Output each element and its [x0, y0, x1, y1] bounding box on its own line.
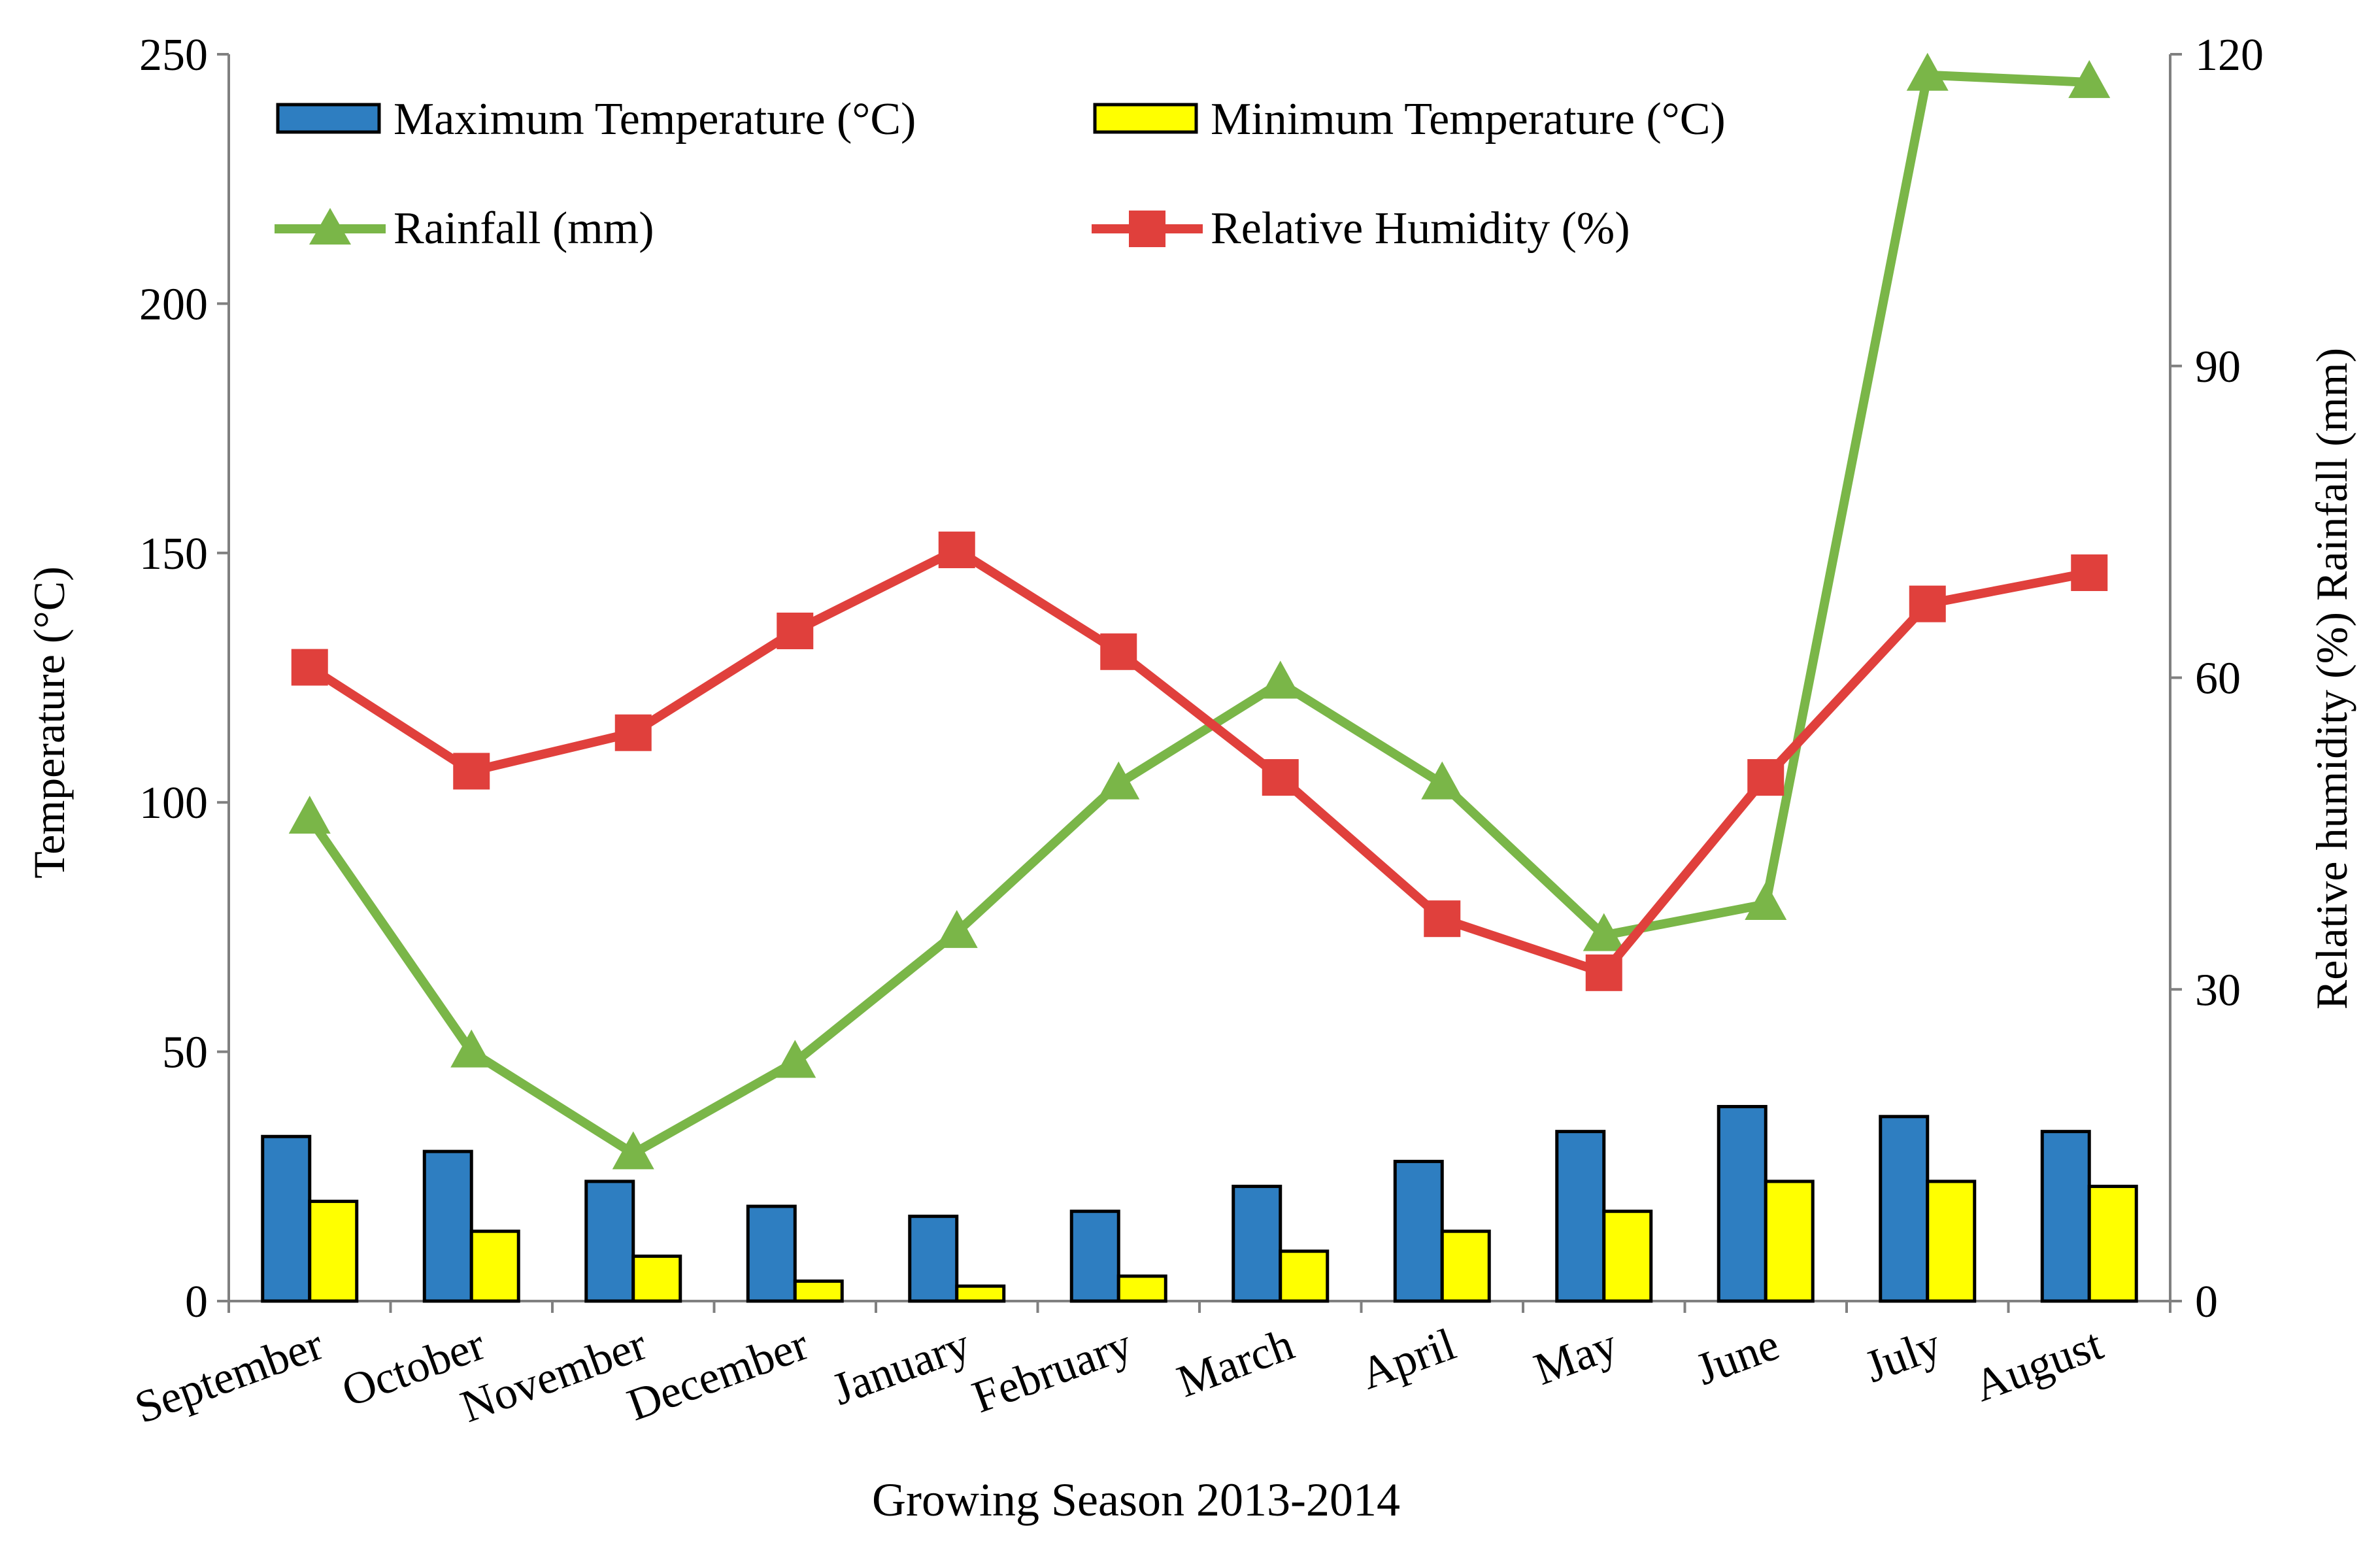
- marker-rainfall: [774, 1040, 816, 1078]
- marker-humidity: [291, 649, 328, 686]
- marker-humidity: [614, 714, 652, 751]
- bar-max-temp: [1069, 1210, 1120, 1303]
- x-tick-label: June: [1690, 1319, 1786, 1395]
- marker-rainfall: [1259, 660, 1301, 699]
- y-right-tick-label: 60: [2195, 654, 2241, 704]
- bar-layer: [261, 1105, 2138, 1303]
- marker-rainfall: [1421, 761, 1464, 800]
- x-tick-label: March: [1171, 1319, 1300, 1408]
- line-humidity: [307, 545, 2090, 977]
- bar-min-temp: [469, 1229, 520, 1303]
- x-tick-label: November: [454, 1319, 653, 1433]
- y-right-tick-label: 0: [2195, 1277, 2218, 1327]
- bar-max-temp: [584, 1179, 635, 1303]
- marker-humidity: [1585, 954, 1622, 991]
- bar-min-temp: [308, 1199, 359, 1303]
- y-left-tick-label: 250: [139, 30, 208, 80]
- y-left-tick-label: 100: [139, 778, 208, 828]
- bar-max-temp: [1232, 1185, 1282, 1303]
- legend-label-max-temp: Maximum Temperature (°C): [394, 94, 916, 144]
- x-axis-label: Growing Season 2013-2014: [872, 1474, 1400, 1526]
- bar-max-temp: [1393, 1159, 1444, 1303]
- legend-marker-humidity: [1129, 211, 1165, 247]
- bar-min-temp: [1279, 1249, 1330, 1303]
- bar-min-temp: [2087, 1185, 2138, 1303]
- marker-rainfall: [935, 909, 978, 948]
- x-tick-label: September: [129, 1319, 330, 1434]
- marker-humidity: [453, 753, 490, 790]
- marker-humidity: [777, 612, 814, 649]
- bar-min-temp: [1764, 1179, 1815, 1303]
- x-tick-label: May: [1528, 1319, 1624, 1395]
- line-rainfall: [305, 70, 2090, 1159]
- x-tick-label: April: [1354, 1319, 1462, 1400]
- marker-rainfall: [2068, 59, 2111, 98]
- bar-max-temp: [422, 1149, 473, 1303]
- x-tick-label: December: [621, 1319, 815, 1431]
- marker-humidity: [1747, 759, 1785, 796]
- marker-humidity: [1100, 633, 1137, 670]
- bar-max-temp: [1717, 1105, 1768, 1303]
- legend-label-rainfall: Rainfall (mm): [394, 203, 654, 254]
- marker-rainfall: [1098, 761, 1140, 800]
- legend-label-min-temp: Minimum Temperature (°C): [1211, 94, 1726, 144]
- bar-max-temp: [261, 1134, 312, 1303]
- marker-rainfall: [612, 1131, 654, 1170]
- y-right-tick-label: 30: [2195, 965, 2241, 1015]
- bar-min-temp: [955, 1284, 1006, 1303]
- bar-max-temp: [1879, 1115, 1930, 1303]
- x-tick-label: February: [966, 1319, 1139, 1423]
- marker-humidity: [2071, 554, 2108, 591]
- line-layer: [288, 52, 2111, 1170]
- y-left-tick-label: 200: [139, 279, 208, 330]
- bar-max-temp: [1555, 1130, 1606, 1303]
- bar-max-temp: [746, 1204, 797, 1303]
- legend-label-humidity: Relative Humidity (%): [1211, 203, 1630, 254]
- legend-swatch-min-temp: [1093, 103, 1198, 134]
- bar-max-temp: [2040, 1130, 2091, 1303]
- x-tick-label: January: [826, 1319, 977, 1416]
- x-tick-label: July: [1858, 1319, 1947, 1393]
- y-left-tick-label: 50: [162, 1028, 208, 1078]
- marker-humidity: [1424, 900, 1461, 938]
- bar-min-temp: [631, 1254, 682, 1303]
- marker-rainfall: [1745, 881, 1787, 920]
- marker-humidity: [1909, 585, 1946, 622]
- bar-min-temp: [1116, 1274, 1167, 1303]
- bar-min-temp: [1926, 1179, 1977, 1303]
- marker-humidity: [1262, 759, 1299, 796]
- legend-marker-rainfall: [309, 208, 351, 245]
- y-left-tick-label: 150: [139, 529, 208, 579]
- marker-rainfall: [1583, 913, 1625, 951]
- legend: Maximum Temperature (°C) Minimum Tempera…: [275, 94, 1726, 254]
- legend-swatch-max-temp: [276, 103, 381, 134]
- marker-rainfall: [288, 796, 331, 834]
- y-right-tick-label: 120: [2195, 30, 2264, 80]
- y-axis-left-label: Temperature (°C): [24, 566, 74, 878]
- marker-rainfall: [450, 1029, 493, 1068]
- marker-rainfall: [1906, 52, 1949, 91]
- bar-max-temp: [908, 1214, 959, 1303]
- bar-min-temp: [1440, 1229, 1491, 1303]
- x-tick-label: August: [1968, 1319, 2109, 1412]
- marker-humidity: [938, 532, 975, 569]
- axes-layer: [217, 53, 2182, 1313]
- bar-min-temp: [1602, 1210, 1653, 1303]
- bar-min-temp: [793, 1279, 844, 1303]
- y-left-tick-label: 0: [185, 1277, 208, 1327]
- y-right-tick-label: 90: [2195, 342, 2241, 392]
- y-axis-right-label: Relative humidity (%) Rainfall (mm): [2307, 348, 2356, 1009]
